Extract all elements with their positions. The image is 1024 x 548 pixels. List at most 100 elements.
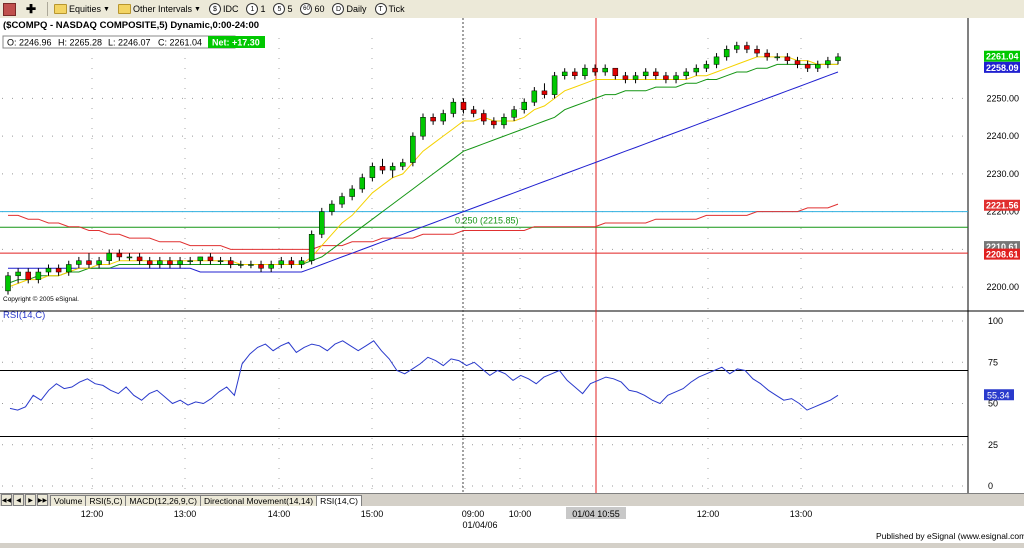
idc-button[interactable]: $ IDC bbox=[206, 1, 242, 17]
candle-body bbox=[460, 101, 467, 110]
tab-rsi-14[interactable]: RSI(14,C) bbox=[316, 495, 362, 506]
candle-body bbox=[501, 117, 507, 126]
candle-body bbox=[723, 49, 730, 58]
price-chart[interactable]: 0.250 (2215.85) 2200.002210.002220.00223… bbox=[0, 18, 1024, 493]
crosshair-button[interactable]: ✚ bbox=[23, 1, 42, 17]
chart-type-button[interactable] bbox=[0, 1, 21, 17]
candle-body bbox=[369, 166, 376, 178]
candle-body bbox=[55, 268, 62, 273]
candle-body bbox=[511, 109, 517, 118]
price-badge-label: 2210.61 bbox=[986, 242, 1019, 252]
time-label: 12:00 bbox=[697, 509, 720, 519]
candlesticks bbox=[5, 41, 841, 295]
tab-nav-last[interactable]: ▶▶ bbox=[37, 494, 48, 506]
candle-body bbox=[541, 90, 548, 95]
candle-body bbox=[389, 166, 396, 171]
chevron-down-icon: ▼ bbox=[194, 5, 201, 13]
candle-body bbox=[744, 45, 750, 50]
candle-body bbox=[835, 56, 841, 61]
candle-body bbox=[592, 67, 598, 73]
candle-body bbox=[35, 271, 42, 280]
tab-volume[interactable]: Volume bbox=[50, 495, 87, 506]
interval-circle-icon: 5 bbox=[273, 3, 286, 15]
candle-body bbox=[480, 113, 487, 122]
time-label: 09:00 bbox=[462, 509, 485, 519]
tab-macd[interactable]: MACD(12,26,9,C) bbox=[125, 495, 201, 506]
price-badge-label: 2221.56 bbox=[986, 201, 1019, 211]
published-by: Published by eSignal (www.esignal.com) bbox=[876, 531, 1024, 541]
candle-body bbox=[227, 260, 234, 265]
tab-rsi-5[interactable]: RSI(5,C) bbox=[85, 495, 127, 506]
candle-body bbox=[663, 75, 669, 80]
equities-menu[interactable]: Equities ▼ bbox=[51, 1, 113, 17]
candle-body bbox=[86, 260, 92, 265]
price-badge bbox=[984, 248, 1020, 260]
price-badge-label: 2258.09 bbox=[986, 63, 1019, 73]
symbol-circle-icon: $ bbox=[208, 3, 221, 15]
candle-body bbox=[319, 211, 325, 235]
idc-label: IDC bbox=[222, 4, 239, 14]
rsi-tick-label: 0 bbox=[988, 481, 993, 491]
candle-body bbox=[420, 117, 426, 137]
price-badge-label: 2261.04 bbox=[986, 52, 1019, 62]
net-change-badge bbox=[208, 36, 265, 48]
rsi-tick-label: 25 bbox=[988, 440, 998, 450]
candle-body bbox=[612, 67, 619, 76]
candle-body bbox=[582, 67, 588, 76]
candle-body bbox=[764, 52, 770, 58]
time-label: 10:00 bbox=[509, 509, 532, 519]
candle-body bbox=[177, 260, 183, 265]
date-label: 01/04/06 bbox=[462, 520, 497, 530]
candle-body bbox=[288, 260, 295, 265]
ohlc-close: C: 2261.04 bbox=[158, 38, 202, 48]
tab-directional-movement[interactable]: Directional Movement(14,14) bbox=[199, 495, 318, 506]
study-tabs: ◀◀ ◀ ▶ ▶▶ Volume RSI(5,C) MACD(12,26,9,C… bbox=[0, 493, 1024, 506]
time-label: 13:00 bbox=[790, 509, 813, 519]
equities-label: Equities bbox=[69, 4, 102, 14]
tab-nav-prev[interactable]: ◀ bbox=[13, 494, 24, 506]
time-label: 14:00 bbox=[268, 509, 291, 519]
interval-circle-icon: T bbox=[374, 3, 387, 15]
candle-body bbox=[238, 264, 244, 266]
candle-body bbox=[167, 260, 173, 265]
rsi-title: RSI(14,C) bbox=[3, 310, 45, 321]
candle-body bbox=[25, 271, 31, 280]
price-tick-label: 2230.00 bbox=[986, 169, 1019, 179]
cursor-time-badge bbox=[566, 507, 626, 519]
candle-body bbox=[96, 260, 102, 265]
candle-body bbox=[794, 60, 801, 65]
time-label: 01/04 10:55 bbox=[572, 509, 620, 519]
price-badge bbox=[984, 61, 1020, 73]
rsi-value-badge bbox=[984, 389, 1014, 401]
chart-area[interactable]: 0.250 (2215.85) 2200.002210.002220.00223… bbox=[0, 18, 1024, 493]
candle-body bbox=[187, 260, 193, 262]
chevron-down-icon: ▼ bbox=[103, 5, 110, 13]
folder-icon bbox=[117, 4, 131, 14]
other-intervals-label: Other Intervals bbox=[132, 4, 192, 14]
other-intervals-menu[interactable]: Other Intervals ▼ bbox=[115, 1, 204, 17]
candle-body bbox=[825, 60, 831, 65]
interval-circle-icon: 1 bbox=[246, 3, 259, 15]
candle-body bbox=[157, 260, 163, 265]
horizontal-lines: 0.250 (2215.85) bbox=[0, 211, 968, 254]
interval-tick-button[interactable]: T Tick bbox=[372, 1, 408, 17]
price-tick-label: 2250.00 bbox=[986, 93, 1019, 103]
price-badge bbox=[984, 50, 1020, 62]
tab-nav-first[interactable]: ◀◀ bbox=[1, 494, 12, 506]
interval-60-button[interactable]: 60 60 bbox=[297, 1, 327, 17]
tab-nav-next[interactable]: ▶ bbox=[25, 494, 36, 506]
candle-body bbox=[804, 64, 811, 69]
candle-body bbox=[278, 260, 285, 265]
toolbar-divider bbox=[47, 2, 48, 16]
candle-body bbox=[116, 252, 123, 258]
candle-body bbox=[349, 188, 355, 197]
candle-body bbox=[551, 75, 558, 95]
interval-daily-label: Daily bbox=[346, 4, 367, 14]
ma-long-line bbox=[8, 203, 839, 250]
interval-daily-button[interactable]: D Daily bbox=[329, 1, 369, 17]
candle-body bbox=[622, 75, 629, 80]
crosshair-icon: ✚ bbox=[26, 1, 37, 16]
